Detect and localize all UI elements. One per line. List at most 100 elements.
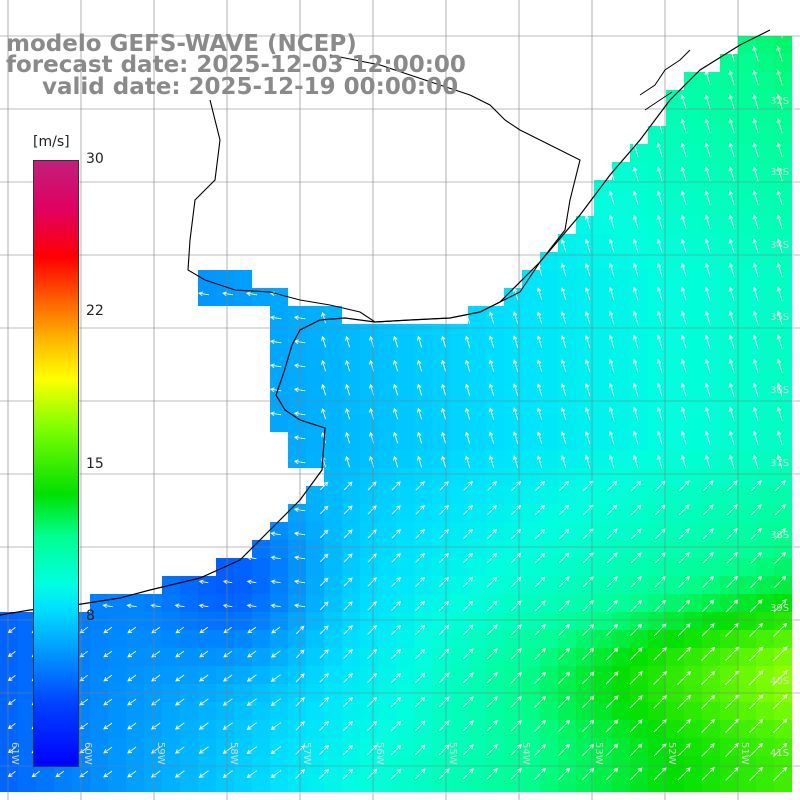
wind-speed-cell bbox=[180, 630, 198, 648]
wind-arrow bbox=[487, 481, 497, 491]
uruguay-coastline bbox=[187, 54, 581, 323]
wind-speed-cell bbox=[504, 702, 522, 720]
wind-speed-cell bbox=[594, 324, 612, 342]
wind-speed-cell bbox=[756, 576, 774, 594]
wind-arrow bbox=[441, 335, 447, 348]
wind-arrow bbox=[750, 528, 762, 540]
wind-arrow bbox=[393, 455, 399, 468]
wind-arrow bbox=[749, 742, 764, 757]
wind-arrow bbox=[608, 454, 615, 469]
wind-arrow bbox=[222, 698, 233, 706]
wind-arrow bbox=[608, 359, 615, 373]
wind-speed-cell bbox=[666, 324, 684, 342]
wind-arrow bbox=[463, 528, 474, 539]
wind-speed-cell bbox=[540, 270, 558, 288]
wind-arrow bbox=[534, 600, 546, 612]
wind-arrow bbox=[462, 720, 474, 732]
wind-speed-cell bbox=[666, 270, 684, 288]
wind-speed-cell bbox=[432, 414, 450, 432]
wind-speed-cell bbox=[522, 396, 540, 414]
wind-arrow bbox=[343, 529, 353, 539]
wind-speed-cell bbox=[288, 756, 306, 774]
wind-arrow bbox=[79, 698, 89, 706]
wind-speed-cell bbox=[180, 774, 198, 792]
wind-arrow bbox=[629, 743, 643, 757]
wind-speed-cell bbox=[414, 450, 432, 468]
wind-speed-cell bbox=[468, 630, 486, 648]
wind-speed-cell bbox=[270, 288, 288, 306]
wind-speed-cell bbox=[594, 252, 612, 270]
wind-arrow bbox=[558, 576, 570, 588]
wind-speed-cell bbox=[756, 270, 774, 288]
lon-label: 54W bbox=[520, 742, 531, 765]
wind-arrow bbox=[630, 599, 643, 612]
wind-speed-cell bbox=[504, 378, 522, 396]
wind-arrow bbox=[510, 624, 522, 636]
wind-speed-cell bbox=[612, 270, 630, 288]
wind-speed-cell bbox=[234, 702, 252, 720]
wind-arrow bbox=[417, 335, 423, 348]
wind-speed-cell bbox=[720, 126, 738, 144]
wind-speed-cell bbox=[558, 324, 576, 342]
wind-arrow bbox=[486, 696, 498, 708]
wind-speed-cell bbox=[108, 702, 126, 720]
wind-speed-cell bbox=[684, 396, 702, 414]
wind-speed-cell bbox=[486, 720, 504, 738]
wind-arrow bbox=[774, 527, 787, 540]
wind-speed-cell bbox=[432, 324, 450, 342]
wind-arrow bbox=[608, 214, 615, 229]
wind-speed-cell bbox=[378, 522, 396, 540]
wind-speed-cell bbox=[720, 108, 738, 126]
wind-arrow bbox=[677, 623, 691, 637]
wind-speed-cell bbox=[324, 558, 342, 576]
wind-speed-cell bbox=[558, 702, 576, 720]
wind-speed-cell bbox=[702, 540, 720, 558]
wind-speed-cell bbox=[126, 630, 144, 648]
wind-arrow bbox=[630, 576, 642, 588]
wind-speed-cell bbox=[594, 576, 612, 594]
wind-arrow bbox=[656, 334, 663, 349]
wind-arrow bbox=[269, 411, 282, 416]
wind-speed-cell bbox=[486, 306, 504, 324]
wind-arrow bbox=[656, 166, 663, 181]
wind-arrow bbox=[726, 504, 738, 516]
wind-speed-cell bbox=[594, 288, 612, 306]
wind-speed-cell bbox=[468, 432, 486, 450]
wind-speed-cell bbox=[198, 270, 216, 288]
wind-speed-cell bbox=[468, 702, 486, 720]
wind-speed-cell bbox=[666, 144, 684, 162]
wind-speed-cell bbox=[486, 630, 504, 648]
wind-speed-cell bbox=[504, 396, 522, 414]
wind-arrow bbox=[584, 431, 591, 445]
wind-speed-cell bbox=[342, 324, 360, 342]
wind-speed-cell bbox=[450, 522, 468, 540]
wind-arrow bbox=[393, 431, 399, 444]
wind-arrow bbox=[488, 455, 495, 468]
wind-speed-cell bbox=[378, 756, 396, 774]
wind-speed-cell bbox=[774, 378, 792, 396]
wind-speed-cell bbox=[450, 378, 468, 396]
wind-speed-cell bbox=[666, 396, 684, 414]
wind-arrow bbox=[748, 670, 764, 686]
wind-speed-cell bbox=[522, 666, 540, 684]
wind-arrow bbox=[656, 262, 663, 277]
wind-speed-cell bbox=[126, 702, 144, 720]
wind-arrow bbox=[345, 455, 351, 468]
wind-arrow bbox=[558, 600, 570, 612]
wind-speed-cell bbox=[702, 144, 720, 162]
wind-arrow bbox=[486, 648, 498, 660]
wind-speed-cell bbox=[684, 486, 702, 504]
wind-speed-cell bbox=[0, 702, 18, 720]
wind-speed-cell bbox=[756, 306, 774, 324]
wind-speed-cell bbox=[522, 324, 540, 342]
wind-arrow bbox=[656, 190, 663, 205]
wind-arrow bbox=[702, 552, 714, 564]
wind-speed-cell bbox=[288, 576, 306, 594]
wind-arrow bbox=[512, 311, 519, 324]
wind-speed-cell bbox=[594, 306, 612, 324]
wind-speed-cell bbox=[108, 756, 126, 774]
wind-speed-cell bbox=[324, 396, 342, 414]
wind-arrow bbox=[704, 454, 711, 469]
wind-arrow bbox=[269, 339, 282, 344]
